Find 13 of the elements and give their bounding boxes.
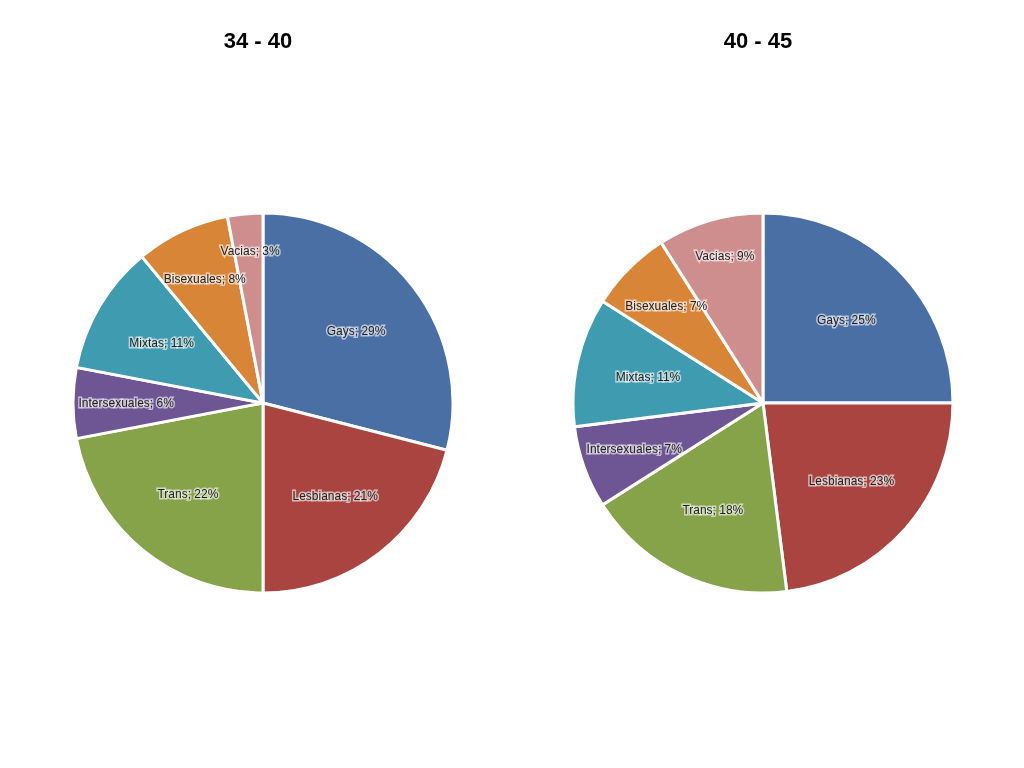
chart-title: 34 - 40	[222, 28, 294, 55]
data-label: Gays; 25%	[816, 312, 876, 327]
data-label: Lesbianas; 21%	[292, 489, 379, 504]
chart-title: 40 - 45	[722, 28, 794, 55]
data-label: Mixtas; 11%	[129, 336, 195, 351]
data-label: Trans; 22%	[157, 486, 219, 501]
data-label: Gays; 29%	[326, 323, 386, 338]
data-label: Lesbianas; 23%	[808, 473, 895, 488]
data-label: Mixtas; 11%	[615, 370, 681, 385]
data-label: Intersexuales; 7%	[586, 442, 683, 457]
data-label: Intersexuales; 6%	[78, 396, 175, 410]
data-label: Vacias; 9%	[695, 248, 755, 263]
data-label: Trans; 18%	[682, 502, 744, 517]
